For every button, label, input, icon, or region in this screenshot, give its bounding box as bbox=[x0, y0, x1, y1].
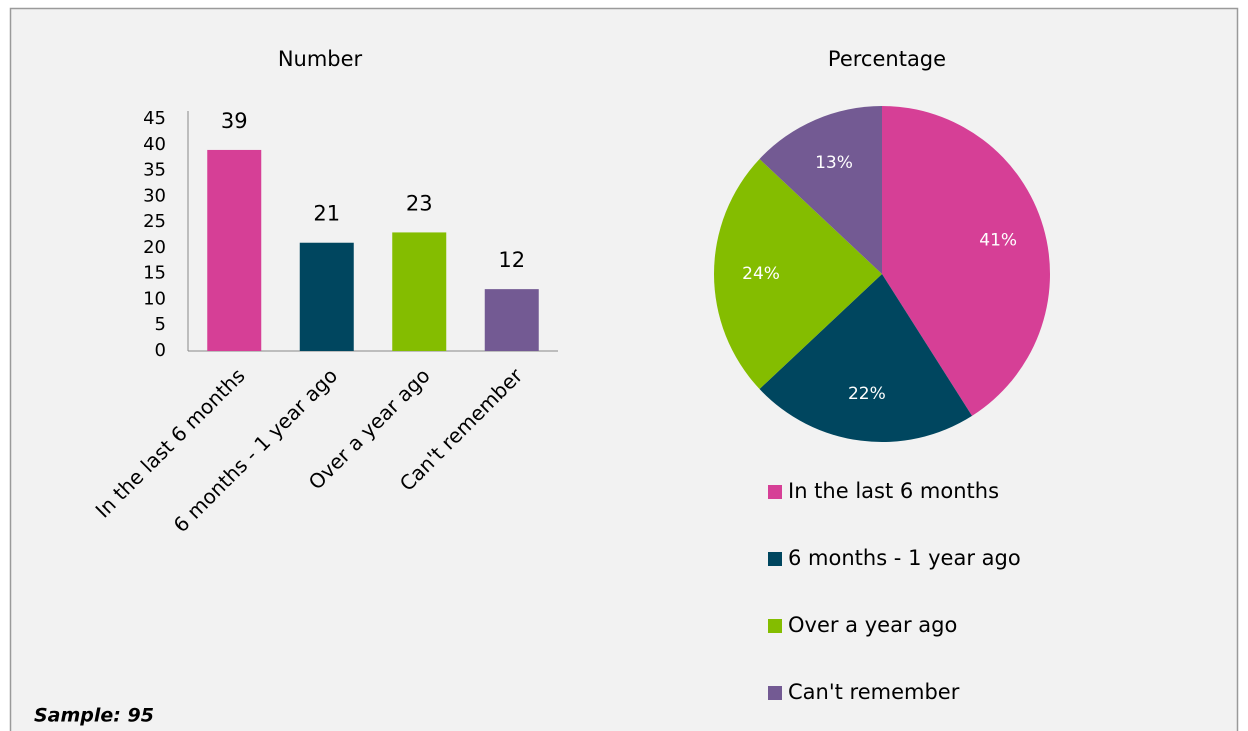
value-label: 21 bbox=[313, 202, 340, 226]
pie-slice bbox=[759, 274, 973, 443]
legend-swatch bbox=[768, 552, 782, 566]
legend-label: Over a year ago bbox=[788, 613, 957, 637]
y-tick-label: 20 bbox=[143, 237, 166, 258]
value-label: 12 bbox=[498, 248, 525, 272]
legend-label: In the last 6 months bbox=[788, 479, 999, 503]
panel bbox=[9, 7, 1239, 731]
slice-label: 22% bbox=[848, 384, 886, 404]
y-tick-label: 15 bbox=[143, 263, 166, 284]
value-label: 39 bbox=[221, 109, 248, 133]
legend-label: Can't remember bbox=[788, 680, 960, 704]
bar bbox=[207, 149, 262, 351]
y-tick-label: 0 bbox=[155, 340, 166, 361]
legend-label: 6 months - 1 year ago bbox=[788, 546, 1021, 570]
pie-slice bbox=[759, 106, 882, 274]
y-tick-label: 45 bbox=[143, 108, 166, 129]
legend-swatch bbox=[768, 619, 782, 633]
pie-slice bbox=[882, 106, 1051, 416]
y-tick-label: 5 bbox=[155, 314, 166, 335]
y-tick-label: 25 bbox=[143, 211, 166, 232]
bar bbox=[299, 242, 354, 351]
y-tick-label: 30 bbox=[143, 185, 166, 206]
bar bbox=[484, 289, 539, 351]
pie-title: Percentage bbox=[828, 47, 946, 71]
y-tick-label: 40 bbox=[143, 134, 166, 155]
value-label: 23 bbox=[406, 191, 433, 215]
y-tick-label: 10 bbox=[143, 288, 166, 309]
slice-label: 24% bbox=[742, 264, 780, 284]
pie-slice bbox=[713, 158, 882, 390]
legend-swatch bbox=[768, 485, 782, 499]
y-tick-label: 35 bbox=[143, 160, 166, 181]
bar-title: Number bbox=[278, 47, 363, 71]
slice-label: 41% bbox=[979, 230, 1017, 250]
footnote: Sample: 95 bbox=[34, 705, 154, 727]
slice-label: 13% bbox=[815, 153, 853, 173]
legend-swatch bbox=[768, 686, 782, 700]
bar bbox=[392, 232, 447, 351]
